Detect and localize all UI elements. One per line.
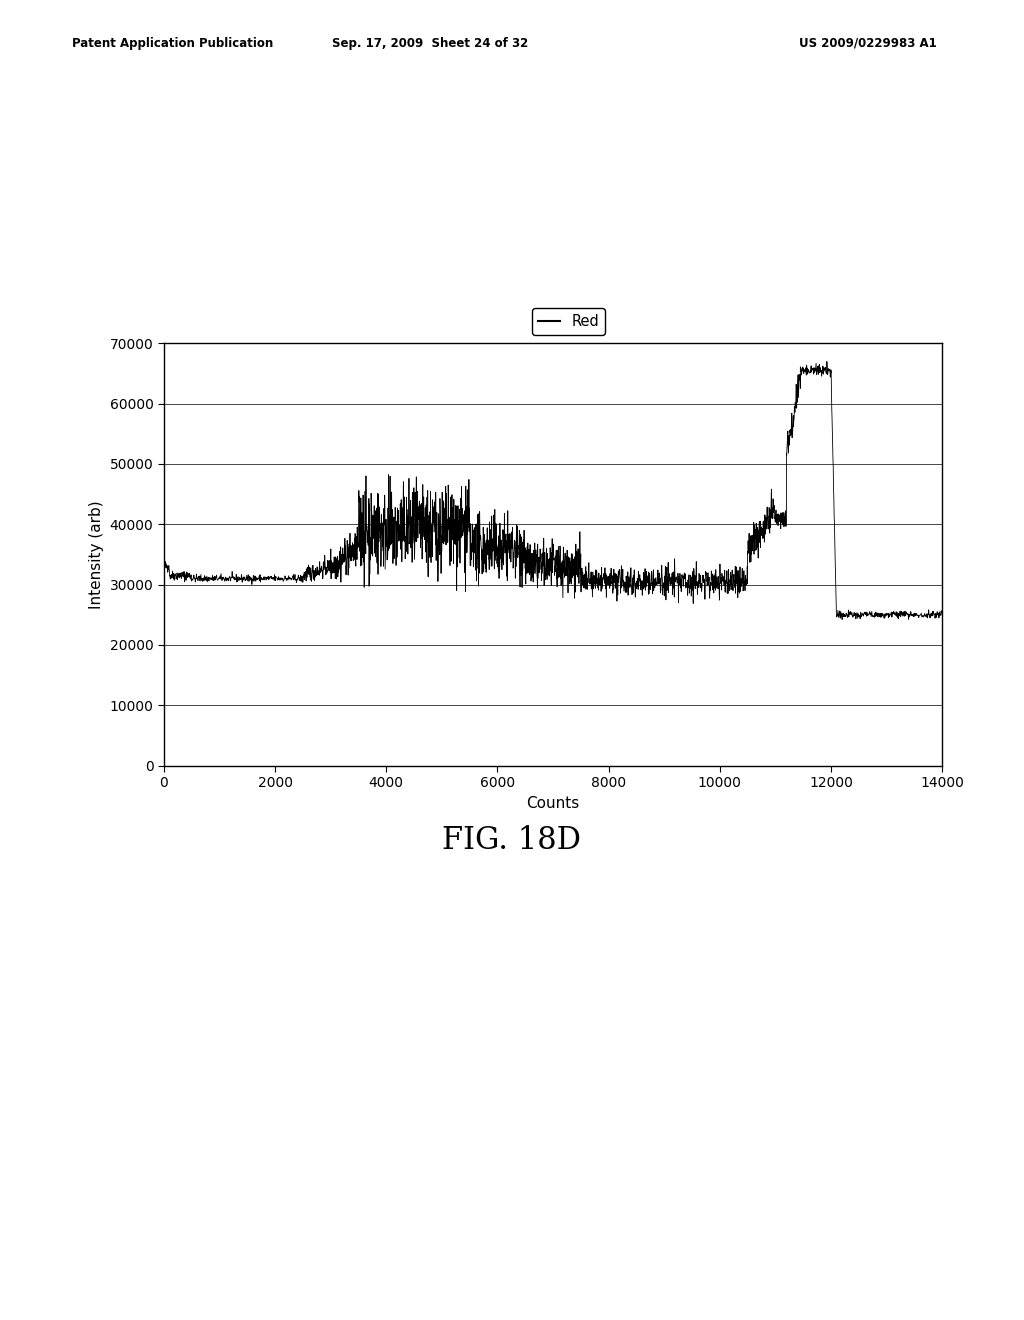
Text: US 2009/0229983 A1: US 2009/0229983 A1 — [799, 37, 937, 50]
Y-axis label: Intensity (arb): Intensity (arb) — [89, 500, 104, 609]
Legend: Red: Red — [532, 309, 605, 335]
Text: Patent Application Publication: Patent Application Publication — [72, 37, 273, 50]
Text: Sep. 17, 2009  Sheet 24 of 32: Sep. 17, 2009 Sheet 24 of 32 — [332, 37, 528, 50]
Text: FIG. 18D: FIG. 18D — [442, 825, 582, 855]
X-axis label: Counts: Counts — [526, 796, 580, 810]
